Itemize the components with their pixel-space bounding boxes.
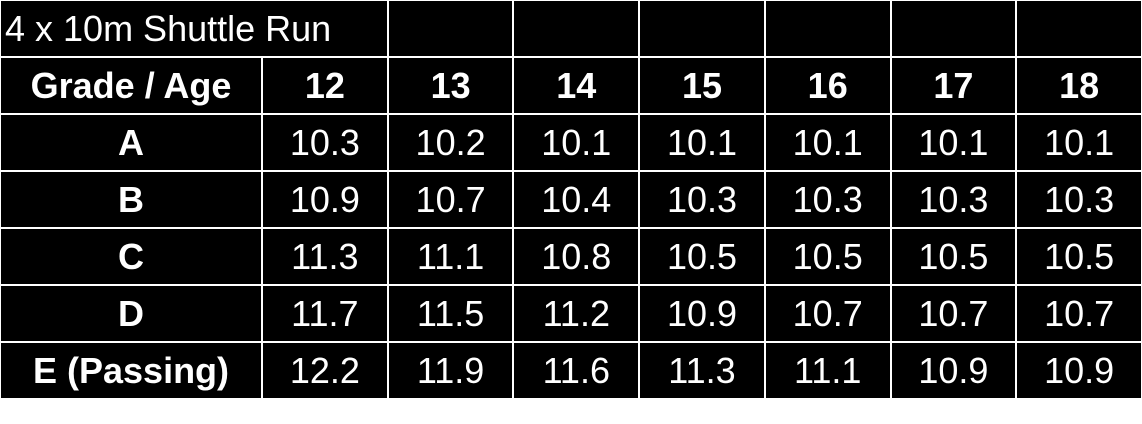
grade-label: A: [0, 114, 263, 171]
time-cell: 11.6: [513, 342, 640, 399]
header-row: Grade / Age 12 13 14 15 16 17 18: [0, 57, 1142, 114]
time-cell: 10.5: [890, 228, 1017, 285]
time-cell: 10.9: [639, 285, 765, 342]
age-header: 16: [764, 57, 891, 114]
time-cell: 10.1: [639, 114, 765, 171]
time-cell: 11.7: [262, 285, 388, 342]
time-cell: 11.5: [387, 285, 514, 342]
time-cell: 10.9: [262, 171, 388, 228]
table-row: B 10.9 10.7 10.4 10.3 10.3 10.3 10.3: [0, 171, 1142, 228]
title-row: 4 x 10m Shuttle Run: [0, 0, 1142, 57]
age-header: 12: [262, 57, 388, 114]
age-header: 13: [387, 57, 514, 114]
time-cell: 12.2: [262, 342, 388, 399]
empty-cell: [890, 0, 1017, 57]
time-cell: 11.9: [387, 342, 514, 399]
time-cell: 10.5: [1016, 228, 1142, 285]
time-cell: 10.1: [764, 114, 891, 171]
table-title: 4 x 10m Shuttle Run: [0, 0, 388, 57]
age-header: 14: [513, 57, 640, 114]
time-cell: 10.1: [890, 114, 1017, 171]
table-row: E (Passing) 12.2 11.9 11.6 11.3 11.1 10.…: [0, 342, 1142, 399]
age-header: 15: [639, 57, 765, 114]
time-cell: 10.5: [639, 228, 765, 285]
empty-cell: [764, 0, 891, 57]
time-cell: 10.5: [764, 228, 891, 285]
age-header: 18: [1016, 57, 1142, 114]
time-cell: 10.8: [513, 228, 640, 285]
time-cell: 10.7: [764, 285, 891, 342]
grade-label: D: [0, 285, 263, 342]
table-row: A 10.3 10.2 10.1 10.1 10.1 10.1 10.1: [0, 114, 1142, 171]
time-cell: 10.9: [1016, 342, 1142, 399]
time-cell: 10.7: [387, 171, 514, 228]
grade-label: E (Passing): [0, 342, 263, 399]
time-cell: 10.3: [890, 171, 1017, 228]
time-cell: 11.2: [513, 285, 640, 342]
time-cell: 10.2: [387, 114, 514, 171]
time-cell: 11.1: [764, 342, 891, 399]
shuttle-run-table: 4 x 10m Shuttle Run Grade / Age 12 13 14…: [0, 0, 1142, 399]
time-cell: 10.1: [1016, 114, 1142, 171]
time-cell: 10.4: [513, 171, 640, 228]
empty-cell: [639, 0, 765, 57]
time-cell: 10.1: [513, 114, 640, 171]
header-label: Grade / Age: [0, 57, 263, 114]
empty-cell: [513, 0, 640, 57]
empty-cell: [387, 0, 514, 57]
table-row: D 11.7 11.5 11.2 10.9 10.7 10.7 10.7: [0, 285, 1142, 342]
time-cell: 10.7: [1016, 285, 1142, 342]
time-cell: 10.3: [262, 114, 388, 171]
empty-cell: [1016, 0, 1142, 57]
time-cell: 11.3: [262, 228, 388, 285]
time-cell: 11.3: [639, 342, 765, 399]
time-cell: 10.3: [639, 171, 765, 228]
table-row: C 11.3 11.1 10.8 10.5 10.5 10.5 10.5: [0, 228, 1142, 285]
time-cell: 10.7: [890, 285, 1017, 342]
grade-label: C: [0, 228, 263, 285]
time-cell: 11.1: [387, 228, 514, 285]
time-cell: 10.9: [890, 342, 1017, 399]
grade-label: B: [0, 171, 263, 228]
time-cell: 10.3: [1016, 171, 1142, 228]
time-cell: 10.3: [764, 171, 891, 228]
age-header: 17: [890, 57, 1017, 114]
